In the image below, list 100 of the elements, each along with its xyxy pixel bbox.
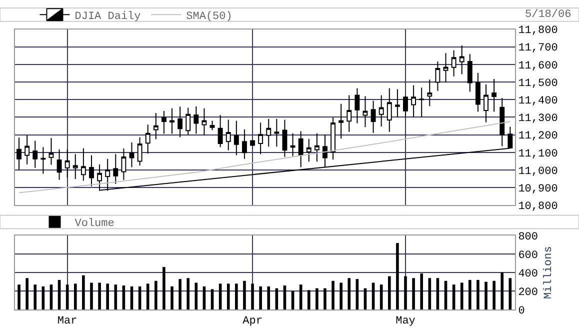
candlestick bbox=[153, 112, 158, 140]
bar bbox=[267, 286, 270, 310]
y-tick-label: 11,600 bbox=[518, 60, 558, 72]
bar bbox=[210, 289, 214, 310]
bar bbox=[226, 284, 230, 310]
bar bbox=[388, 276, 391, 310]
candlestick bbox=[234, 120, 239, 156]
y-tick-label: 11,500 bbox=[518, 78, 558, 90]
candlestick bbox=[370, 100, 376, 134]
candlestick bbox=[161, 110, 166, 134]
bar bbox=[178, 279, 182, 310]
bar bbox=[170, 286, 174, 310]
candlestick bbox=[210, 120, 215, 131]
y-tick-label: 11,300 bbox=[518, 113, 558, 126]
candlestick bbox=[258, 122, 264, 155]
candlestick bbox=[435, 60, 440, 92]
candlestick bbox=[346, 94, 352, 132]
legend-label: SMA(50) bbox=[186, 10, 232, 23]
candlestick bbox=[330, 117, 336, 160]
y-tick-label: 400 bbox=[518, 268, 538, 280]
y-tick-label: 800 bbox=[518, 231, 538, 244]
candlestick bbox=[484, 84, 488, 123]
bar bbox=[162, 267, 166, 310]
candlestick bbox=[411, 84, 416, 118]
bar bbox=[396, 242, 399, 310]
candlestick bbox=[290, 132, 296, 157]
candlestick bbox=[338, 103, 344, 140]
bar bbox=[243, 280, 246, 310]
bar bbox=[492, 280, 496, 310]
candlestick bbox=[242, 128, 247, 160]
bar bbox=[106, 284, 109, 310]
y-tick-label: 11,800 bbox=[518, 25, 558, 38]
candlestick bbox=[89, 154, 94, 187]
candlestick bbox=[427, 79, 432, 107]
y-tick-label: 11,400 bbox=[518, 95, 558, 108]
y-tick-label: 10,900 bbox=[518, 183, 558, 196]
bar bbox=[324, 288, 326, 310]
candlestick bbox=[56, 148, 62, 180]
candlestick bbox=[419, 87, 424, 118]
bar bbox=[90, 282, 93, 310]
candlestick bbox=[194, 106, 199, 134]
bar bbox=[316, 288, 318, 310]
candlestick bbox=[32, 140, 38, 168]
legend-label: Volume bbox=[74, 218, 114, 230]
candlestick bbox=[186, 107, 191, 136]
bar bbox=[251, 284, 254, 310]
y-tick-label: 11,700 bbox=[518, 42, 558, 55]
y-tick-label: 10,800 bbox=[518, 201, 558, 214]
bar bbox=[332, 280, 334, 310]
y-tick-label: 0 bbox=[518, 305, 525, 318]
x-tick-label: Mar bbox=[57, 316, 78, 328]
candlestick bbox=[403, 96, 408, 118]
bar bbox=[74, 284, 77, 310]
candlestick bbox=[250, 140, 255, 146]
candlestick bbox=[72, 154, 78, 180]
y-tick-label: 600 bbox=[518, 250, 538, 262]
candlestick bbox=[362, 96, 368, 128]
y-axis-title: Millions bbox=[543, 246, 556, 299]
candlestick bbox=[492, 78, 497, 112]
x-tick-label: May bbox=[396, 316, 416, 328]
bar bbox=[428, 278, 432, 310]
candlestick bbox=[129, 142, 134, 168]
candlestick bbox=[467, 54, 472, 92]
bar bbox=[186, 278, 190, 310]
candlestick bbox=[218, 114, 223, 148]
bar bbox=[476, 280, 480, 310]
y-tick-label: 200 bbox=[518, 286, 538, 299]
bar bbox=[18, 284, 20, 310]
bar bbox=[404, 276, 407, 310]
candlestick bbox=[24, 134, 30, 165]
y-tick-label: 11,100 bbox=[518, 148, 558, 160]
bar bbox=[340, 282, 342, 310]
bar bbox=[98, 282, 101, 310]
bar bbox=[114, 284, 118, 310]
candlestick bbox=[48, 137, 54, 166]
bar bbox=[412, 278, 415, 310]
candlestick bbox=[16, 137, 22, 170]
candlestick bbox=[378, 94, 384, 128]
bar bbox=[34, 284, 37, 310]
candlestick bbox=[282, 119, 288, 158]
candlestick bbox=[145, 124, 150, 154]
candlestick bbox=[202, 108, 207, 136]
candlestick bbox=[314, 132, 320, 162]
candlestick bbox=[500, 98, 505, 147]
candlestick bbox=[298, 130, 304, 168]
candlestick bbox=[40, 146, 46, 174]
y-tick-label: 11,200 bbox=[518, 130, 558, 143]
candlestick bbox=[386, 88, 392, 132]
bar bbox=[259, 286, 262, 310]
candlestick bbox=[64, 148, 70, 178]
bar bbox=[380, 284, 383, 310]
bar bbox=[235, 284, 238, 310]
candlestick bbox=[306, 138, 312, 162]
bar bbox=[82, 275, 85, 310]
candlestick bbox=[274, 118, 280, 148]
candlestick bbox=[226, 119, 231, 151]
bar bbox=[468, 280, 472, 310]
candlestick bbox=[475, 72, 480, 112]
y-tick-label: 11,000 bbox=[518, 166, 558, 178]
candlestick bbox=[178, 106, 183, 138]
